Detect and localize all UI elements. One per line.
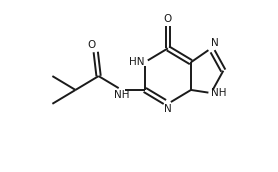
Text: HN: HN (129, 57, 145, 67)
Text: N: N (211, 38, 219, 48)
Text: O: O (87, 40, 96, 50)
Text: N: N (164, 104, 172, 114)
Text: NH: NH (211, 88, 227, 98)
Text: NH: NH (114, 90, 130, 100)
Text: O: O (164, 14, 172, 24)
